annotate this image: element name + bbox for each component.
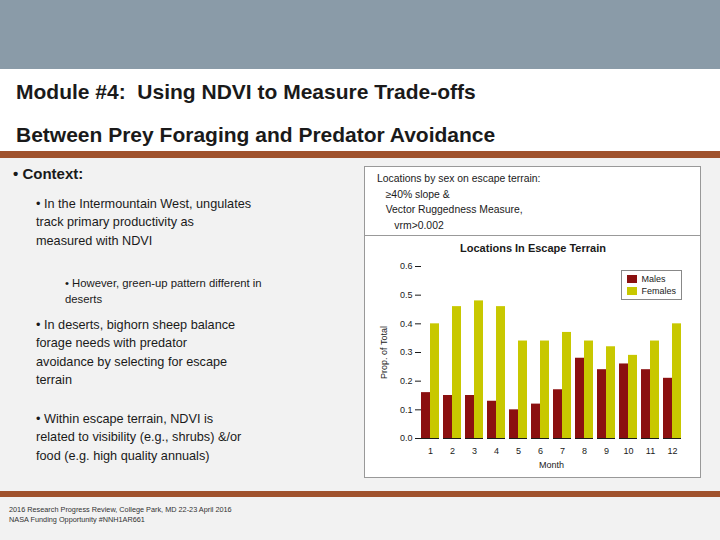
svg-text:0.1: 0.1 [400,405,413,415]
svg-text:4: 4 [494,446,499,456]
html-text:• Within escape terrain, NDVI: • Within escape terrain, NDVI is related… [36,412,242,463]
html-text:2016 Research Progress Review,: 2016 Research Progress Review, College P… [9,505,232,514]
svg-text:0.6: 0.6 [400,261,413,271]
svg-text:12: 12 [667,446,677,456]
svg-text:3: 3 [472,446,477,456]
html-text:NASA Funding Opportunity #NNH1: NASA Funding Opportunity #NNH1AR661 [9,515,145,524]
svg-text:11: 11 [646,446,655,456]
svg-text:7: 7 [560,446,565,456]
svg-text:0.3: 0.3 [400,347,413,357]
svg-text:Prop. of Total: Prop. of Total [379,326,389,379]
svg-text:8: 8 [582,446,587,456]
svg-text:0.0: 0.0 [400,433,413,443]
html-text:• In the Intermountain West, u: • In the Intermountain West, ungulates t… [36,197,252,248]
svg-text:0.4: 0.4 [400,319,413,329]
html-text:Module #4: Using NDVI to Measu: Module #4: Using NDVI to Measure Trade-o… [16,80,476,103]
html-text:Males: Males [641,274,666,284]
svg-text:6: 6 [538,446,543,456]
svg-text:10: 10 [623,446,633,456]
html-text:• In deserts, bighorn sheep ba: • In deserts, bighorn sheep balance fora… [36,318,236,388]
svg-text:9: 9 [604,446,609,456]
html-text:• Context:: • Context: [13,165,84,182]
html-text:Locations by sex on escape ter: Locations by sex on escape terrain: ≥40%… [377,173,541,231]
svg-text:1: 1 [428,446,433,456]
svg-text:5: 5 [516,446,521,456]
svg-text:2: 2 [450,446,455,456]
svg-text:Month: Month [539,460,564,470]
html-text:Locations In Escape Terrain: Locations In Escape Terrain [460,242,606,254]
html-text:Females: Females [641,286,676,296]
html-text:Between Prey Foraging and Pred: Between Prey Foraging and Predator Avoid… [16,123,496,146]
svg-text:0.2: 0.2 [400,376,413,386]
svg-text:0.5: 0.5 [400,290,413,300]
html-text:• However, green-up pattern di: • However, green-up pattern different in… [65,277,262,305]
